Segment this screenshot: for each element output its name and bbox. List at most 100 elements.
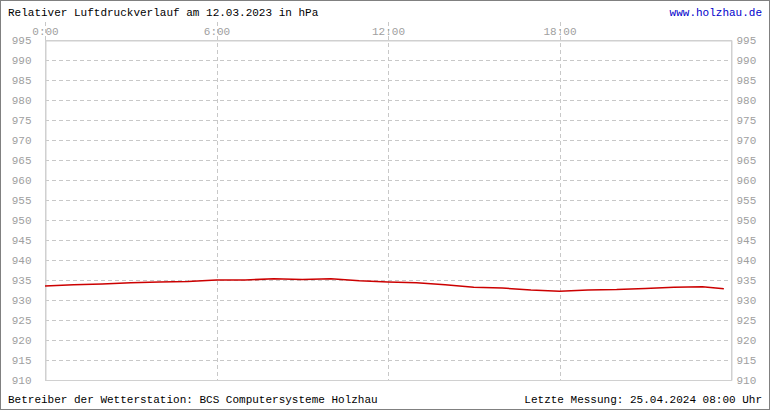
- chart: 0:006:0012:0018:009109159209259309359409…: [0, 0, 770, 410]
- grid-line: [45, 180, 731, 181]
- tick-label: 970: [12, 135, 32, 147]
- tick-label: 995: [737, 35, 757, 47]
- tick-label: 6:00: [204, 26, 230, 38]
- tick: 960: [732, 175, 757, 187]
- tick: 995: [12, 35, 46, 47]
- tick: 915: [12, 355, 46, 367]
- tick: 18:00: [543, 26, 576, 41]
- tick: 0:00: [32, 26, 58, 41]
- grid-line: [388, 22, 389, 380]
- tick: 920: [732, 335, 757, 347]
- grid-line: [560, 22, 561, 380]
- grid-line: [45, 300, 731, 301]
- tick: 925: [12, 315, 46, 327]
- tick-label: 910: [737, 375, 757, 387]
- border: [1, 1, 770, 410]
- grid: [45, 22, 731, 381]
- tick: 995: [732, 35, 757, 47]
- tick: 975: [12, 115, 46, 127]
- y-axis-right: 910 915 920 925 930 935 940 945 950 955 960 965 970 9…: [732, 35, 757, 387]
- tick-label: 12:00: [372, 26, 405, 38]
- tick-label: 945: [737, 235, 757, 247]
- grid-line: [45, 140, 731, 141]
- tick: 940: [732, 255, 757, 267]
- tick-label: 925: [737, 315, 757, 327]
- tick-label: 925: [12, 315, 32, 327]
- tick: 980: [732, 95, 757, 107]
- tick: 955: [732, 195, 757, 207]
- grid-line: [45, 320, 731, 321]
- tick-label: 920: [737, 335, 757, 347]
- tick-label: 995: [12, 35, 32, 47]
- x-axis: 0:00 6:00 12:00 18:00: [32, 26, 731, 42]
- tick: 960: [12, 175, 46, 187]
- tick: 950: [732, 215, 757, 227]
- tick: 965: [12, 155, 46, 167]
- tick: 970: [732, 135, 757, 147]
- tick: 965: [732, 155, 757, 167]
- tick: 985: [12, 75, 46, 87]
- tick-label: 965: [12, 155, 32, 167]
- tick-label: 960: [737, 175, 757, 187]
- tick: 945: [732, 235, 757, 247]
- tick: 920: [12, 335, 46, 347]
- tick: 910: [12, 375, 46, 387]
- tick-label: 940: [12, 255, 32, 267]
- tick: 925: [732, 315, 757, 327]
- tick-label: 975: [12, 115, 32, 127]
- line: [45, 279, 724, 291]
- tick-label: 970: [737, 135, 757, 147]
- tick-label: 945: [12, 235, 32, 247]
- tick: 950: [12, 215, 46, 227]
- tick: 945: [12, 235, 46, 247]
- footer-left: Betreiber der Wetterstation: BCS Compute…: [8, 394, 378, 406]
- tick-label: 950: [12, 215, 32, 227]
- tick: 12:00: [372, 26, 405, 41]
- tick: 975: [732, 115, 757, 127]
- tick: 935: [732, 275, 757, 287]
- tick-label: 985: [737, 75, 757, 87]
- tick-label: 980: [737, 95, 757, 107]
- tick: 930: [12, 295, 46, 307]
- tick-label: 940: [737, 255, 757, 267]
- grid-line: [45, 160, 731, 161]
- tick-label: 985: [12, 75, 32, 87]
- grid-line: [217, 22, 218, 380]
- axis-line: [46, 41, 47, 381]
- url: www.holzhau.de: [670, 7, 762, 19]
- tick-label: 990: [737, 55, 757, 67]
- tick: 940: [12, 255, 46, 267]
- tick-label: 935: [12, 275, 32, 287]
- tick-label: 915: [12, 355, 32, 367]
- tick-label: 990: [12, 55, 32, 67]
- tick: 955: [12, 195, 46, 207]
- tick: 935: [12, 275, 46, 287]
- title: Relativer Luftdruckverlauf am 12.03.2023…: [8, 7, 319, 19]
- tick: 990: [12, 55, 46, 67]
- footer-right: Letzte Messung: 25.04.2024 08:00 Uhr: [524, 394, 762, 406]
- tick-label: 0:00: [32, 26, 58, 38]
- axis-line: [732, 41, 733, 381]
- y-axis-left: 910 915 920 925 930 935 940 945 950 955 960 965 970 9…: [12, 35, 46, 387]
- tick-label: 930: [737, 295, 757, 307]
- axis-line: [46, 41, 732, 42]
- tick-label: 955: [12, 195, 32, 207]
- tick: 915: [732, 355, 757, 367]
- tick-label: 18:00: [543, 26, 576, 38]
- grid-line: [45, 280, 731, 281]
- plot-area: [45, 279, 724, 291]
- tick: 910: [732, 375, 757, 387]
- tick-label: 930: [12, 295, 32, 307]
- tick-label: 950: [737, 215, 757, 227]
- tick-label: 915: [737, 355, 757, 367]
- tick-label: 980: [12, 95, 32, 107]
- tick: 980: [12, 95, 46, 107]
- tick: 6:00: [204, 26, 230, 41]
- tick-label: 965: [737, 155, 757, 167]
- tick-label: 955: [737, 195, 757, 207]
- tick: 985: [732, 75, 757, 87]
- plot-frame: [46, 41, 732, 381]
- tick-label: 935: [737, 275, 757, 287]
- tick-label: 960: [12, 175, 32, 187]
- tick: 970: [12, 135, 46, 147]
